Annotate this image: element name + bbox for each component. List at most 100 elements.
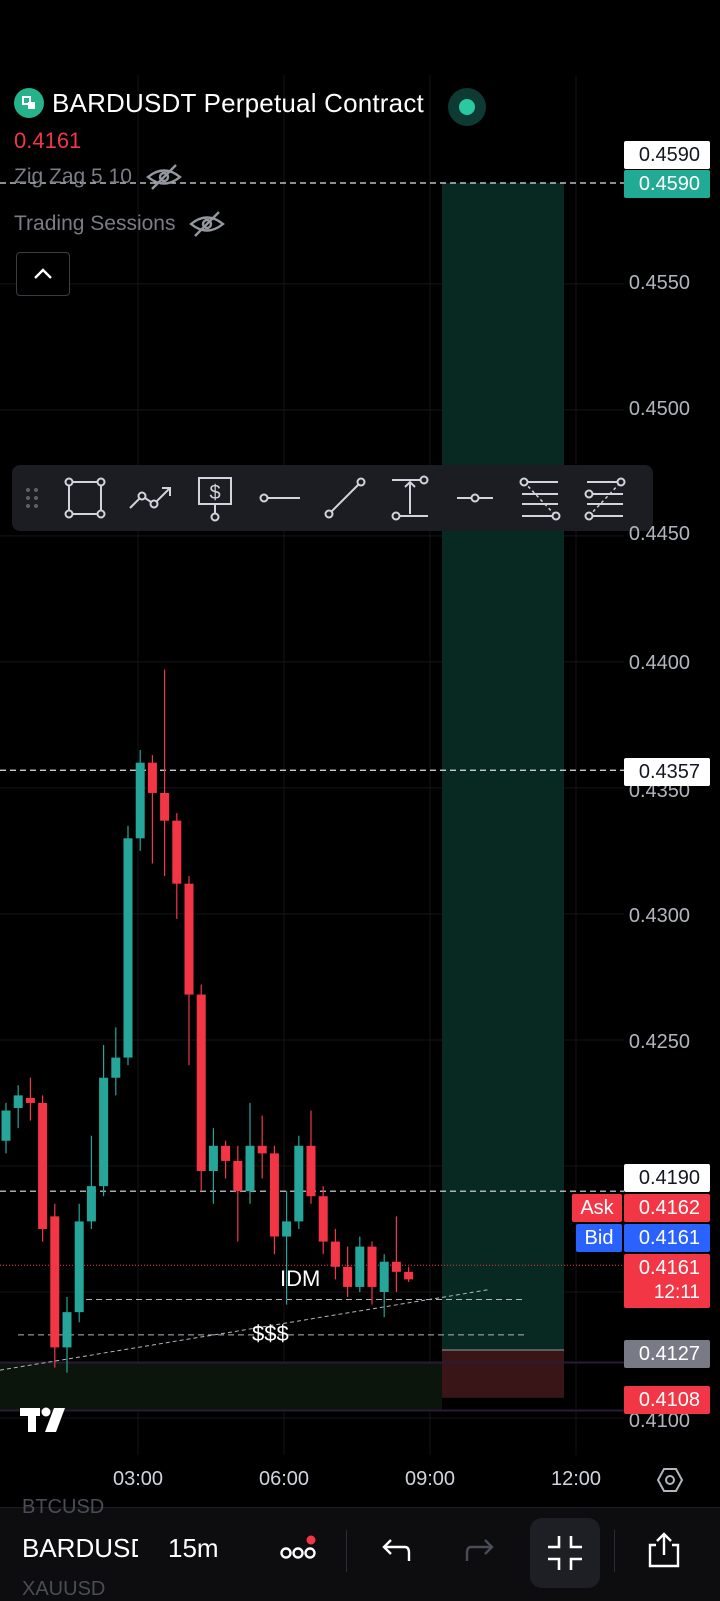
- eye-hidden-icon[interactable]: [144, 162, 184, 192]
- candle-body: [294, 1145, 304, 1222]
- candle-body: [196, 994, 206, 1171]
- candle-body: [391, 1261, 401, 1272]
- chevron-up-icon: [34, 268, 52, 279]
- bottom-toolbar: [0, 1507, 720, 1601]
- undo-icon[interactable]: [374, 1528, 418, 1572]
- candle-body: [245, 1145, 255, 1192]
- fib-extension-tool-icon[interactable]: [572, 465, 637, 531]
- divider: [614, 1530, 615, 1572]
- candle-body: [343, 1266, 353, 1287]
- price-tick: 0.4500: [628, 398, 690, 420]
- price-tick: 0.4550: [628, 272, 690, 294]
- candle-body: [172, 820, 182, 884]
- symbol-selector[interactable]: BARDUSDT: [22, 1533, 138, 1563]
- svg-text:$: $: [209, 482, 220, 504]
- indicator-trading-sessions[interactable]: Trading Sessions: [14, 209, 227, 239]
- candle-body: [282, 1221, 292, 1237]
- candle-body: [135, 762, 145, 839]
- candle-body: [306, 1145, 316, 1197]
- trend-line-tool-icon[interactable]: [312, 465, 377, 531]
- zigzag-line: [0, 1288, 491, 1371]
- indicator-label: Zig Zag 5 10: [14, 165, 132, 188]
- symbol-header[interactable]: BARDUSDT Perpetual Contract: [14, 86, 424, 120]
- entry-price-label[interactable]: 0.4127: [624, 1340, 710, 1368]
- candle-body: [379, 1261, 389, 1292]
- collapse-legend-button[interactable]: [16, 252, 70, 296]
- candle-body: [404, 1271, 414, 1280]
- exit-fullscreen-button[interactable]: [530, 1518, 600, 1588]
- price-note-tool-icon[interactable]: $: [182, 465, 247, 531]
- last-price: 0.4161: [14, 128, 82, 153]
- indicators-icon[interactable]: [276, 1528, 320, 1572]
- level-price-label[interactable]: 0.4590: [624, 141, 710, 169]
- candle-body: [50, 1216, 60, 1348]
- symbol-title: BARDUSDT Perpetual Contract: [52, 87, 424, 118]
- candle-body: [25, 1097, 35, 1103]
- candle-body: [269, 1153, 279, 1237]
- price-tick: 0.4300: [628, 905, 690, 927]
- target-zone: [442, 183, 564, 1350]
- candle-body: [208, 1145, 218, 1171]
- session-band: [0, 1362, 442, 1411]
- level-price-label[interactable]: 0.4357: [624, 758, 710, 786]
- next-symbol[interactable]: XAUUSD: [22, 1578, 106, 1600]
- indicator-label: Trading Sessions: [14, 212, 176, 235]
- candle-body: [355, 1246, 365, 1287]
- stop-zone: [442, 1349, 564, 1398]
- candle-body: [62, 1312, 72, 1348]
- liquidity-annotation[interactable]: $$$: [252, 1321, 289, 1346]
- stop-price-label[interactable]: 0.4108: [624, 1386, 710, 1414]
- redo-icon[interactable]: [458, 1528, 502, 1572]
- idm-annotation[interactable]: IDM: [280, 1266, 321, 1291]
- candle-body: [1, 1110, 11, 1141]
- time-tick: 09:00: [404, 1468, 456, 1490]
- candle-body: [123, 838, 133, 1058]
- prev-symbol[interactable]: BTCUSD: [22, 1496, 105, 1518]
- level-price-label[interactable]: 0.4190: [624, 1164, 710, 1192]
- fib-retracement-tool-icon[interactable]: [507, 465, 572, 531]
- share-icon[interactable]: [642, 1528, 686, 1572]
- market-status-icon[interactable]: [448, 88, 486, 126]
- candle-body: [318, 1196, 328, 1242]
- price-tick: 0.4100: [628, 1410, 690, 1432]
- candle-body: [111, 1057, 121, 1078]
- ask-price-label: 0.4162: [624, 1194, 710, 1222]
- candle-body: [38, 1102, 48, 1229]
- path-tool-icon[interactable]: [117, 465, 182, 531]
- last-price-label: 0.4161 12:11: [624, 1254, 710, 1308]
- candle-body: [147, 762, 157, 793]
- drag-handle-icon[interactable]: [12, 465, 52, 531]
- divider: [346, 1530, 347, 1572]
- horizontal-line-tool-icon[interactable]: [442, 465, 507, 531]
- time-tick: 03:00: [112, 1468, 164, 1490]
- bid-price-label: 0.4161: [624, 1224, 710, 1252]
- candle-body: [330, 1241, 340, 1267]
- rectangle-tool-icon[interactable]: [52, 465, 117, 531]
- candle-body: [233, 1160, 243, 1192]
- candle-body: [160, 792, 170, 821]
- candle-body: [367, 1246, 377, 1287]
- tradingview-logo-icon[interactable]: [18, 1404, 74, 1439]
- collapse-arrows-icon: [548, 1536, 582, 1570]
- horizontal-ray-tool-icon[interactable]: [247, 465, 312, 531]
- candle-body: [257, 1145, 267, 1154]
- bid-tag: Bid: [576, 1224, 622, 1252]
- ask-tag: Ask: [572, 1194, 622, 1222]
- eye-hidden-icon[interactable]: [187, 209, 227, 239]
- price-tick: 0.4400: [628, 652, 690, 674]
- bar-countdown: 12:11: [653, 1282, 700, 1303]
- interval-selector[interactable]: 15m: [168, 1533, 219, 1563]
- candle-body: [221, 1145, 231, 1161]
- last-price-value: 0.4161: [638, 1257, 700, 1279]
- candle-body: [74, 1221, 84, 1313]
- target-price-label[interactable]: 0.4590: [624, 170, 710, 198]
- time-tick: 06:00: [258, 1468, 310, 1490]
- time-tick: 12:00: [550, 1468, 602, 1490]
- drawing-toolbar: $: [12, 465, 653, 531]
- exchange-logo-icon: [14, 88, 44, 118]
- candle-body: [99, 1077, 109, 1187]
- indicator-zigzag[interactable]: Zig Zag 5 10: [14, 162, 184, 192]
- price-range-tool-icon[interactable]: [377, 465, 442, 531]
- settings-hexagon-icon[interactable]: [656, 1466, 684, 1499]
